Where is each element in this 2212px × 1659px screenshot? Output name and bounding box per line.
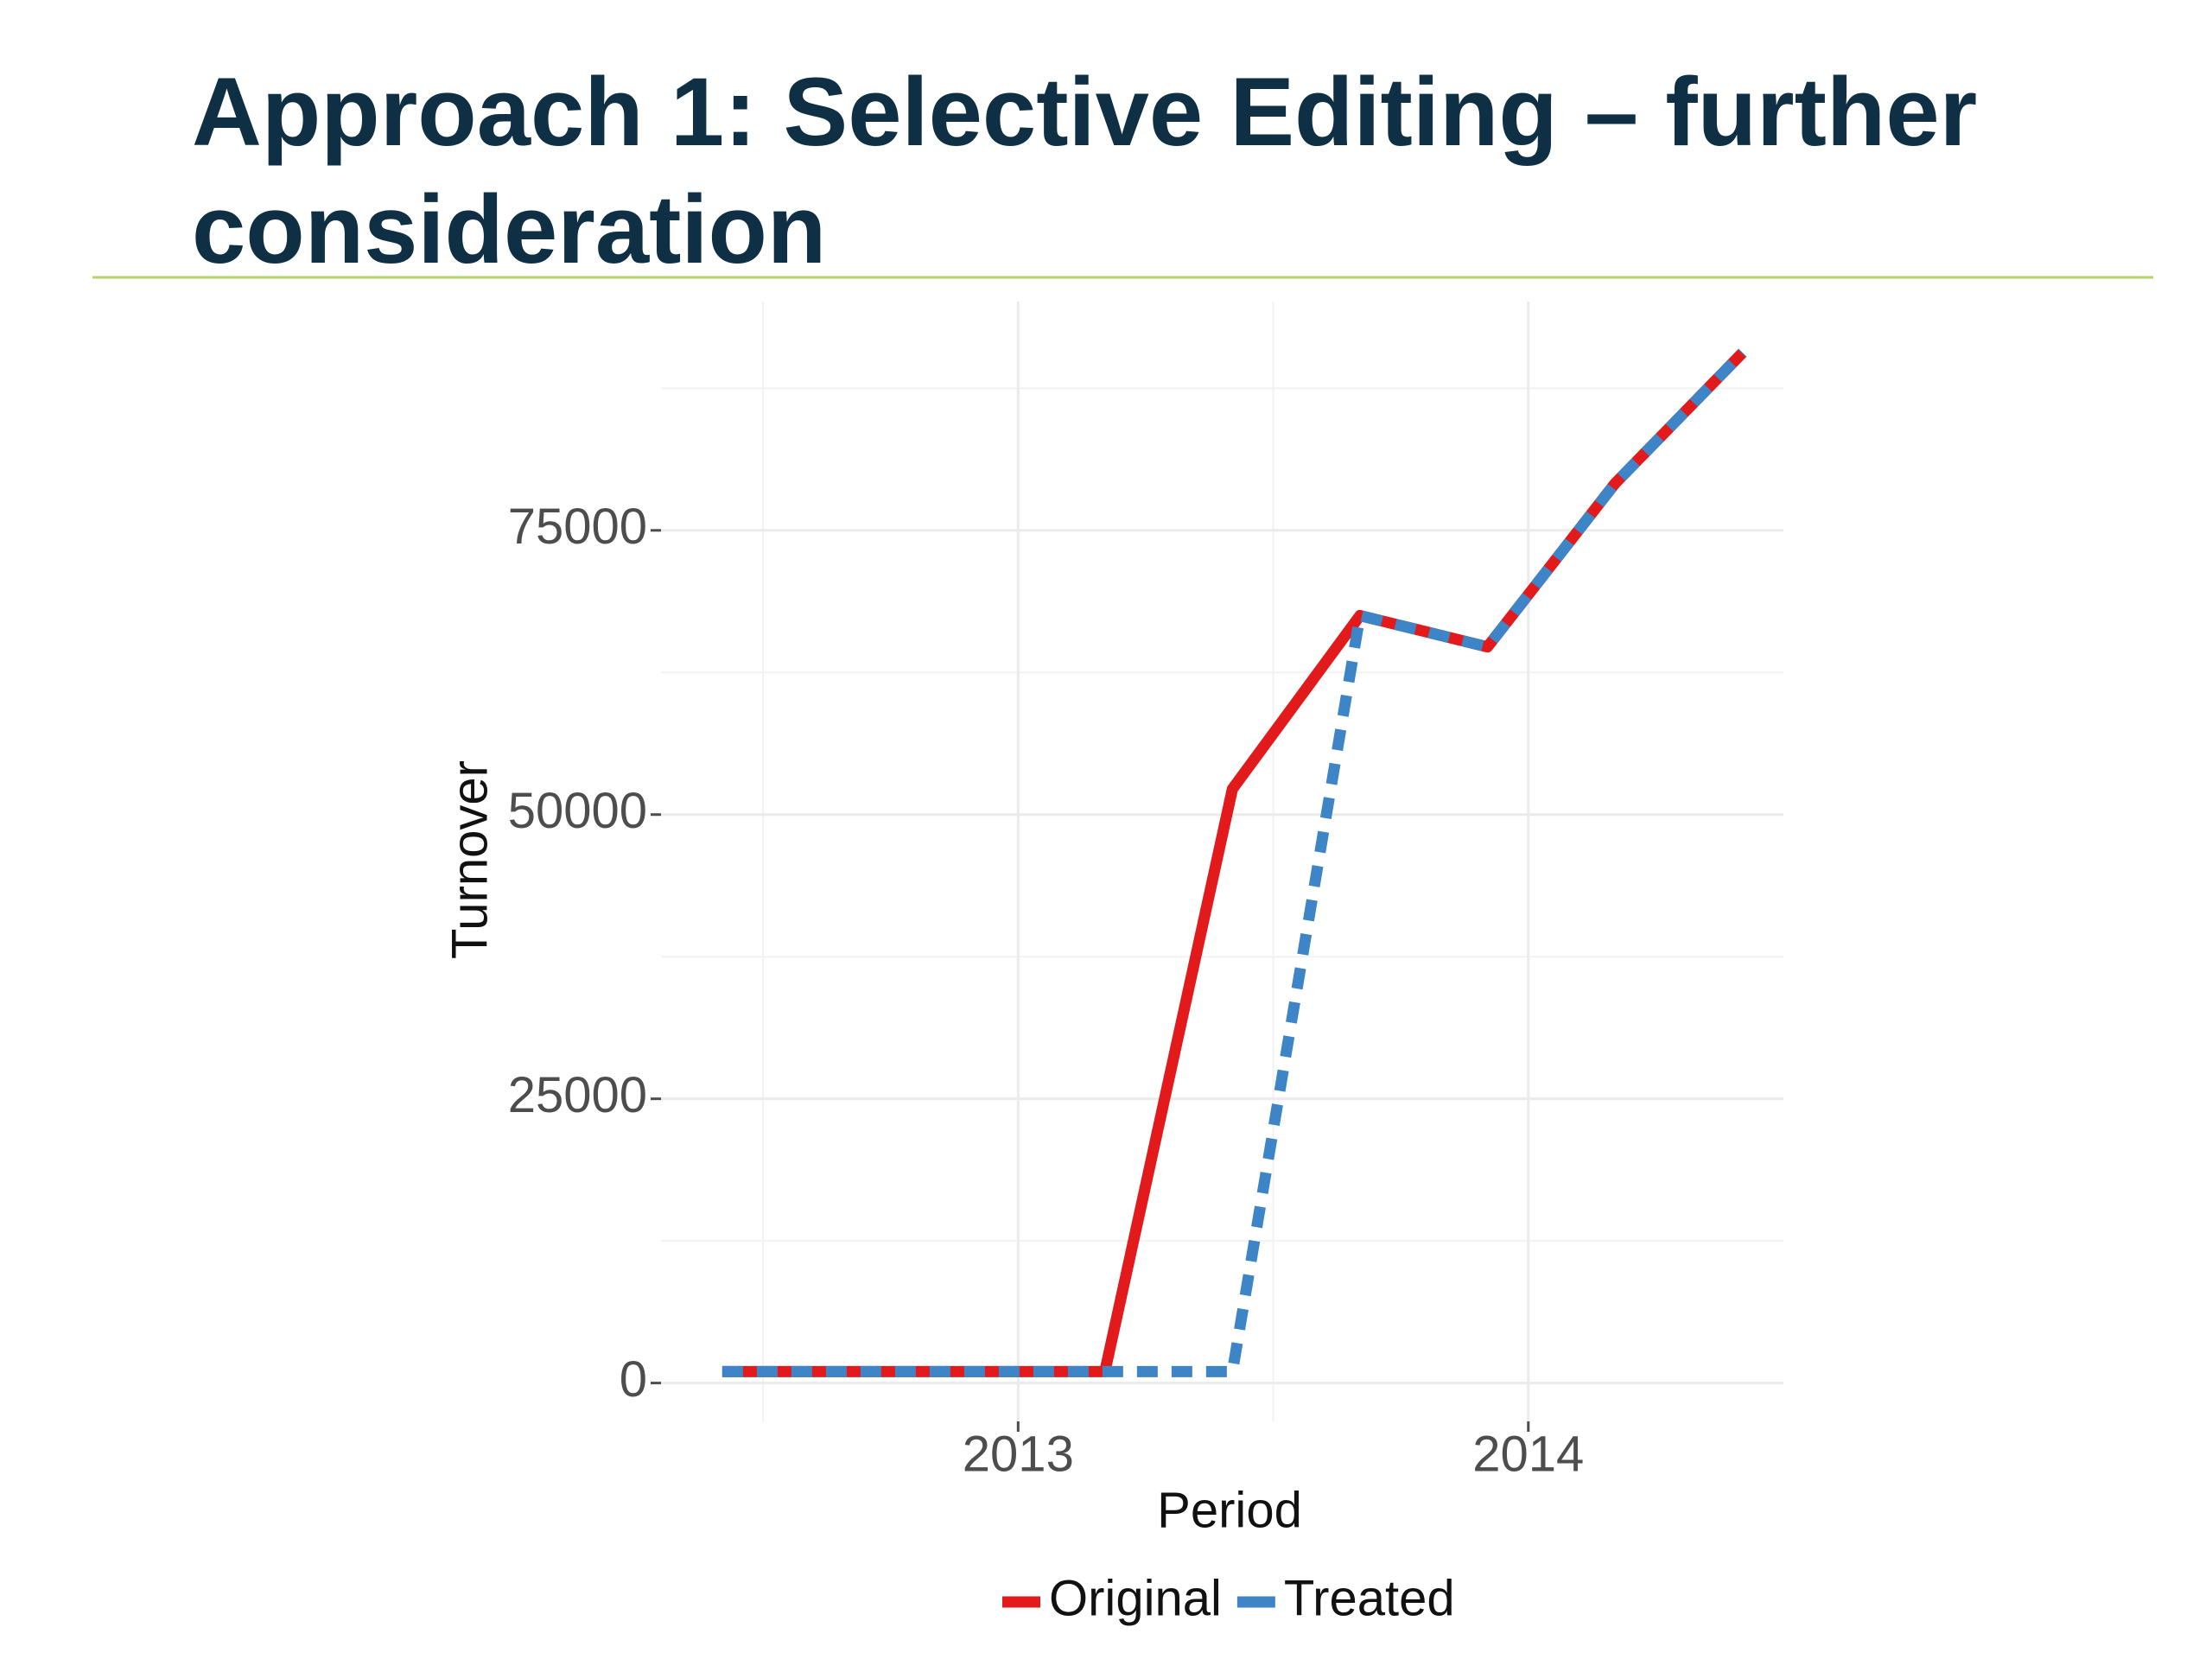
legend-label: Original (1049, 1570, 1222, 1626)
y-axis-title: Turnover (442, 760, 498, 959)
y-tick-label: 25000 (508, 1067, 647, 1123)
y-tick-label: 0 (620, 1351, 647, 1408)
legend-label: Treated (1284, 1570, 1455, 1626)
slide-title: Approach 1: Selective Editing – further … (192, 58, 1978, 283)
y-tick-label: 75000 (508, 499, 647, 555)
x-tick-label: 2014 (1472, 1426, 1584, 1482)
x-tick-label: 2013 (963, 1426, 1074, 1482)
y-tick-label: 50000 (508, 783, 647, 839)
x-axis-title: Period (1157, 1482, 1302, 1538)
line-series (721, 348, 1747, 1377)
line-series (721, 348, 1747, 1377)
